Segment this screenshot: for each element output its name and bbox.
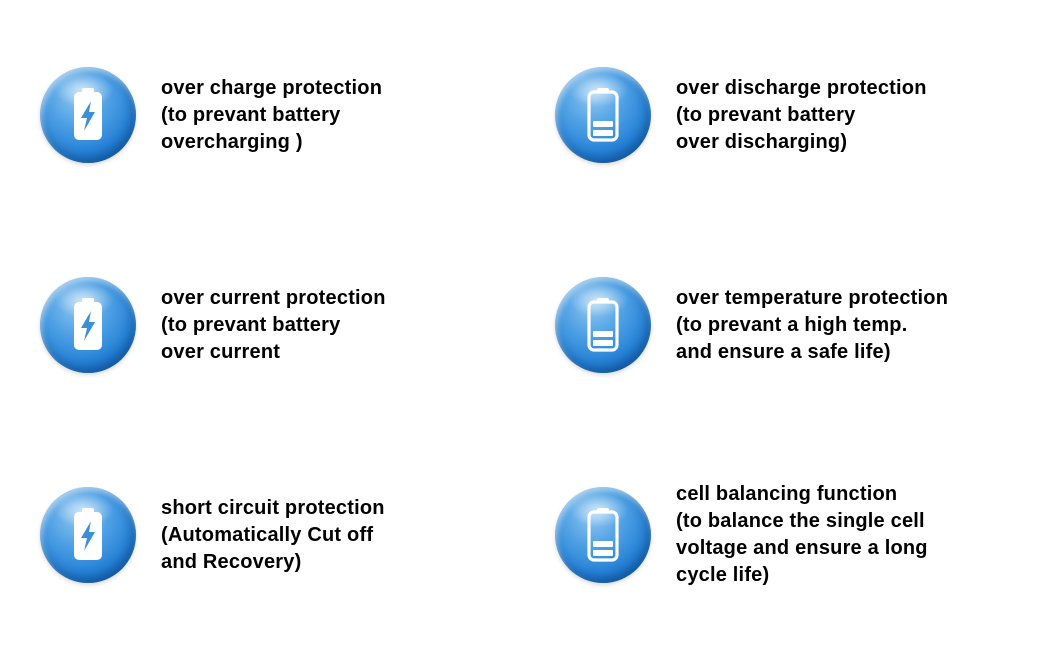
battery-bolt-icon	[40, 277, 136, 373]
feature-line: (to prevant battery	[161, 104, 340, 126]
feature-text: short circuit protection (Automatically …	[161, 495, 385, 576]
feature-title: cell balancing function	[676, 483, 897, 505]
feature-line: over current	[161, 341, 280, 363]
feature-line: cycle life)	[676, 564, 769, 586]
feature-line: voltage and ensure a long	[676, 537, 928, 559]
feature-line: (to prevant battery	[676, 104, 855, 126]
feature-title: over discharge protection	[676, 77, 927, 99]
feature-text: over temperature protection (to prevant …	[676, 285, 948, 366]
feature-item: over temperature protection (to prevant …	[535, 240, 1040, 410]
battery-bolt-icon	[40, 67, 136, 163]
feature-title: over charge protection	[161, 77, 382, 99]
feature-grid: over charge protection (to prevant batte…	[20, 30, 1040, 620]
feature-line: (to prevant a high temp.	[676, 314, 907, 336]
feature-line: (to prevant battery	[161, 314, 340, 336]
battery-low-icon	[555, 487, 651, 583]
feature-item: over discharge protection (to prevant ba…	[535, 30, 1040, 200]
feature-line: overcharging )	[161, 131, 303, 153]
feature-title: over current protection	[161, 287, 386, 309]
feature-item: over current protection (to prevant batt…	[20, 240, 525, 410]
feature-item: over charge protection (to prevant batte…	[20, 30, 525, 200]
feature-item: short circuit protection (Automatically …	[20, 450, 525, 620]
feature-text: over charge protection (to prevant batte…	[161, 75, 382, 156]
feature-line: and ensure a safe life)	[676, 341, 891, 363]
feature-line: (Automatically Cut off	[161, 524, 373, 546]
battery-low-icon	[555, 67, 651, 163]
battery-low-icon	[555, 277, 651, 373]
feature-text: over current protection (to prevant batt…	[161, 285, 386, 366]
feature-title: over temperature protection	[676, 287, 948, 309]
battery-bolt-icon	[40, 487, 136, 583]
feature-text: cell balancing function (to balance the …	[676, 481, 928, 589]
feature-title: short circuit protection	[161, 497, 385, 519]
feature-line: over discharging)	[676, 131, 847, 153]
feature-item: cell balancing function (to balance the …	[535, 450, 1040, 620]
feature-line: (to balance the single cell	[676, 510, 925, 532]
feature-text: over discharge protection (to prevant ba…	[676, 75, 927, 156]
feature-line: and Recovery)	[161, 551, 301, 573]
